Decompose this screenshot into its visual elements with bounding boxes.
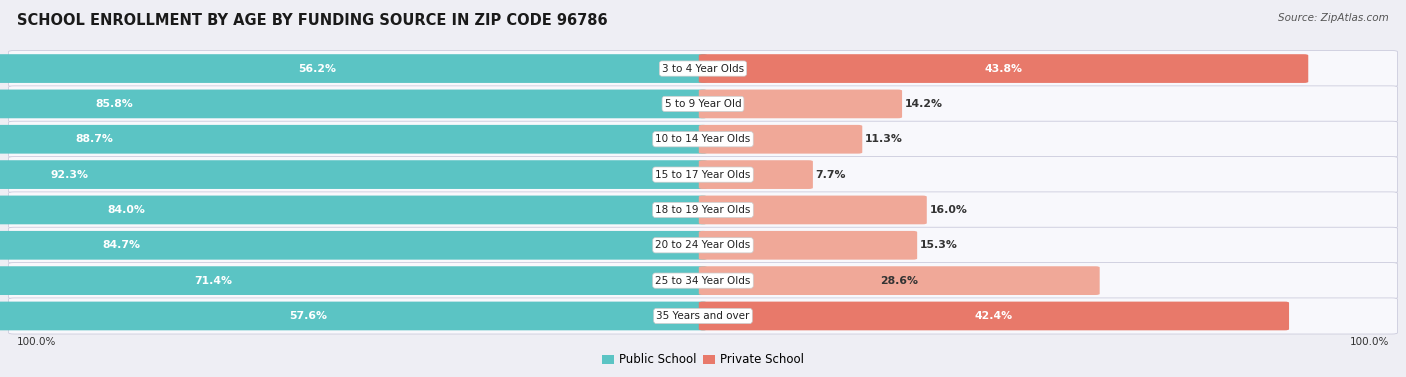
Text: 20 to 24 Year Olds: 20 to 24 Year Olds <box>655 240 751 250</box>
FancyBboxPatch shape <box>699 231 917 260</box>
Text: 11.3%: 11.3% <box>865 134 903 144</box>
FancyBboxPatch shape <box>699 196 927 224</box>
FancyBboxPatch shape <box>8 121 1398 157</box>
Legend: Public School, Private School: Public School, Private School <box>598 349 808 371</box>
FancyBboxPatch shape <box>0 196 707 224</box>
Text: SCHOOL ENROLLMENT BY AGE BY FUNDING SOURCE IN ZIP CODE 96786: SCHOOL ENROLLMENT BY AGE BY FUNDING SOUR… <box>17 13 607 28</box>
Text: 57.6%: 57.6% <box>288 311 326 321</box>
FancyBboxPatch shape <box>699 266 1099 295</box>
FancyBboxPatch shape <box>8 227 1398 263</box>
Text: 10 to 14 Year Olds: 10 to 14 Year Olds <box>655 134 751 144</box>
FancyBboxPatch shape <box>0 160 707 189</box>
Text: 56.2%: 56.2% <box>298 64 336 74</box>
Text: 14.2%: 14.2% <box>905 99 943 109</box>
Text: 43.8%: 43.8% <box>984 64 1022 74</box>
Text: 25 to 34 Year Olds: 25 to 34 Year Olds <box>655 276 751 286</box>
FancyBboxPatch shape <box>0 125 707 153</box>
Text: 28.6%: 28.6% <box>880 276 918 286</box>
Text: 7.7%: 7.7% <box>815 170 846 179</box>
Text: 42.4%: 42.4% <box>974 311 1012 321</box>
Text: 84.7%: 84.7% <box>103 240 141 250</box>
FancyBboxPatch shape <box>8 192 1398 228</box>
FancyBboxPatch shape <box>0 266 707 295</box>
FancyBboxPatch shape <box>0 302 707 330</box>
FancyBboxPatch shape <box>699 54 1308 83</box>
FancyBboxPatch shape <box>0 54 707 83</box>
FancyBboxPatch shape <box>0 231 707 260</box>
Text: 88.7%: 88.7% <box>76 134 114 144</box>
FancyBboxPatch shape <box>0 90 707 118</box>
Text: 16.0%: 16.0% <box>929 205 967 215</box>
FancyBboxPatch shape <box>699 90 903 118</box>
Text: 35 Years and over: 35 Years and over <box>657 311 749 321</box>
Text: 100.0%: 100.0% <box>17 337 56 348</box>
Text: 85.8%: 85.8% <box>96 99 134 109</box>
Text: 3 to 4 Year Olds: 3 to 4 Year Olds <box>662 64 744 74</box>
FancyBboxPatch shape <box>8 298 1398 334</box>
Text: 15 to 17 Year Olds: 15 to 17 Year Olds <box>655 170 751 179</box>
FancyBboxPatch shape <box>8 86 1398 122</box>
Text: 71.4%: 71.4% <box>194 276 232 286</box>
FancyBboxPatch shape <box>8 262 1398 299</box>
Text: 92.3%: 92.3% <box>51 170 89 179</box>
Text: 18 to 19 Year Olds: 18 to 19 Year Olds <box>655 205 751 215</box>
FancyBboxPatch shape <box>699 125 862 153</box>
FancyBboxPatch shape <box>8 156 1398 193</box>
FancyBboxPatch shape <box>699 160 813 189</box>
Text: 84.0%: 84.0% <box>108 205 146 215</box>
FancyBboxPatch shape <box>8 51 1398 87</box>
Text: Source: ZipAtlas.com: Source: ZipAtlas.com <box>1278 13 1389 23</box>
Text: 5 to 9 Year Old: 5 to 9 Year Old <box>665 99 741 109</box>
Text: 15.3%: 15.3% <box>920 240 957 250</box>
FancyBboxPatch shape <box>699 302 1289 330</box>
Text: 100.0%: 100.0% <box>1350 337 1389 348</box>
